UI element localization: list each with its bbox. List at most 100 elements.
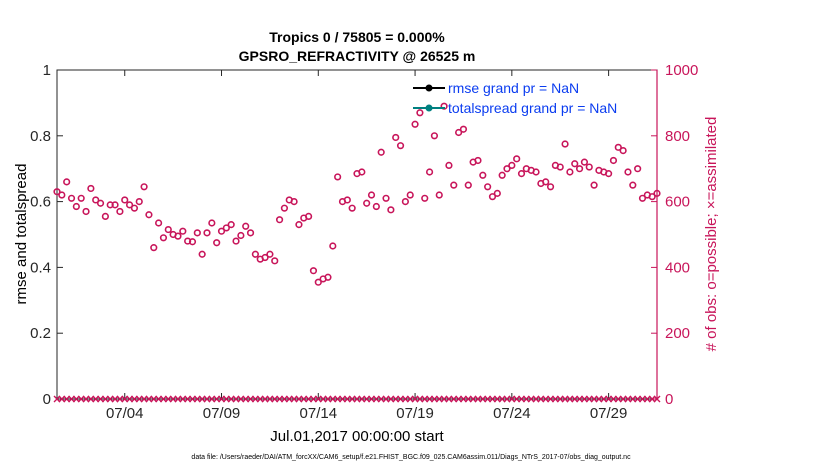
- possible-obs-marker: [517, 170, 526, 178]
- possible-obs-marker: [532, 168, 540, 176]
- possible-obs-marker: [275, 216, 284, 224]
- possible-obs-marker: [358, 168, 366, 176]
- possible-obs-marker: [101, 212, 109, 221]
- possible-obs-marker: [314, 278, 322, 286]
- possible-obs-marker: [401, 198, 409, 206]
- possible-obs-marker: [140, 183, 148, 191]
- possible-obs-marker: [130, 204, 139, 212]
- possible-obs-marker: [614, 143, 622, 151]
- possible-obs-marker: [571, 160, 579, 168]
- x-axis: 07/04 07/09 07/14 07/19 07/24 07/29: [106, 70, 627, 422]
- y-tick-label: 0.2: [30, 325, 51, 342]
- possible-obs-marker: [605, 170, 613, 178]
- y-tick-label: 0: [43, 391, 51, 408]
- possible-obs-marker: [488, 193, 497, 201]
- possible-obs-marker: [580, 158, 589, 166]
- possible-obs-marker: [542, 178, 550, 186]
- possible-obs-marker: [155, 219, 163, 227]
- assimilated-obs-series: [53, 395, 661, 403]
- possible-obs-marker: [411, 120, 419, 128]
- possible-obs-marker: [387, 206, 395, 214]
- possible-obs-marker: [575, 165, 584, 173]
- possible-obs-marker: [53, 188, 61, 196]
- possible-obs-marker: [251, 250, 259, 258]
- chart-subtitle: GPSRO_REFRACTIVITY @ 26525 m: [239, 48, 476, 64]
- legend-marker-totalspread: [425, 104, 433, 112]
- possible-obs-marker: [329, 242, 337, 250]
- possible-obs-marker: [455, 128, 463, 137]
- possible-obs-marker: [590, 181, 598, 189]
- possible-obs-marker: [653, 189, 661, 197]
- possible-obs-marker: [87, 184, 95, 193]
- y-tick-right-label: 200: [665, 325, 690, 342]
- possible-obs-marker: [421, 194, 429, 202]
- assimilated-obs-marker: [653, 395, 661, 403]
- possible-obs-marker: [648, 193, 656, 201]
- possible-obs-marker: [203, 229, 211, 237]
- possible-obs-marker: [624, 168, 632, 176]
- possible-obs-marker: [96, 199, 105, 207]
- possible-obs-marker: [232, 237, 240, 245]
- y-tick-right-label: 400: [665, 259, 690, 276]
- possible-obs-marker: [629, 181, 637, 189]
- possible-obs-marker: [498, 171, 506, 179]
- possible-obs-marker: [634, 165, 642, 173]
- possible-obs-marker: [217, 227, 226, 235]
- possible-obs-marker: [619, 147, 627, 155]
- possible-obs-marker: [309, 267, 318, 275]
- possible-obs-marker: [305, 212, 313, 221]
- y-tick-label: 0.8: [30, 128, 51, 145]
- legend: rmse grand pr = NaN totalspread grand pr…: [413, 80, 617, 116]
- possible-obs-marker: [609, 156, 618, 165]
- possible-obs-marker: [377, 148, 385, 156]
- x-tick-label: 07/29: [590, 405, 628, 422]
- possible-obs-marker: [503, 165, 511, 173]
- possible-obs-marker: [208, 219, 216, 227]
- possible-obs-marker: [566, 168, 574, 176]
- possible-obs-marker: [638, 194, 647, 202]
- possible-obs-marker: [372, 202, 380, 211]
- possible-obs-marker: [382, 194, 390, 202]
- possible-obs-marker: [111, 201, 119, 209]
- possible-obs-marker: [484, 183, 492, 191]
- possible-obs-marker: [416, 109, 424, 117]
- possible-obs-marker: [121, 196, 129, 204]
- possible-obs-marker: [174, 232, 182, 240]
- possible-obs-marker: [67, 194, 76, 202]
- possible-obs-marker: [493, 189, 501, 197]
- possible-obs-marker: [164, 225, 172, 234]
- y-tick-label: 0.6: [30, 194, 51, 211]
- legend-label-rmse: rmse grand pr = NaN: [448, 80, 579, 96]
- possible-obs-marker: [82, 207, 90, 216]
- possible-obs-marker: [188, 238, 197, 246]
- possible-obs-marker: [363, 199, 371, 207]
- possible-obs-marker: [392, 133, 400, 142]
- possible-obs-marker: [242, 222, 250, 230]
- x-tick-label: 07/04: [106, 405, 144, 422]
- possible-obs-marker: [406, 191, 414, 199]
- possible-obs-marker: [367, 191, 376, 199]
- possible-obs-marker: [585, 163, 593, 171]
- possible-obs-marker: [513, 155, 521, 163]
- legend-label-totalspread: totalspread grand pr = NaN: [448, 100, 617, 116]
- possible-obs-marker: [343, 196, 351, 204]
- possible-obs-marker: [150, 244, 158, 252]
- possible-obs-marker: [246, 229, 255, 237]
- possible-obs-series: [53, 102, 661, 286]
- chart-title: Tropics 0 / 75805 = 0.000%: [269, 29, 445, 45]
- possible-obs-marker: [198, 250, 206, 258]
- possible-obs-marker: [508, 161, 516, 170]
- y-axis-right-label: # of obs: o=possible; ×=assimilated: [703, 117, 720, 352]
- possible-obs-marker: [222, 224, 230, 232]
- legend-marker-rmse: [425, 84, 433, 92]
- possible-obs-marker: [561, 140, 569, 148]
- x-tick-label: 07/19: [396, 405, 434, 422]
- y-axis-right: 0 200 400 600 800 1000: [651, 62, 698, 408]
- possible-obs-marker: [92, 196, 100, 204]
- possible-obs-marker: [135, 198, 143, 206]
- possible-obs-marker: [213, 239, 221, 247]
- y-tick-label: 0.4: [30, 259, 51, 276]
- legend-entry-rmse: rmse grand pr = NaN: [413, 80, 579, 96]
- y-axis-label: rmse and totalspread: [13, 164, 30, 305]
- possible-obs-marker: [546, 183, 555, 191]
